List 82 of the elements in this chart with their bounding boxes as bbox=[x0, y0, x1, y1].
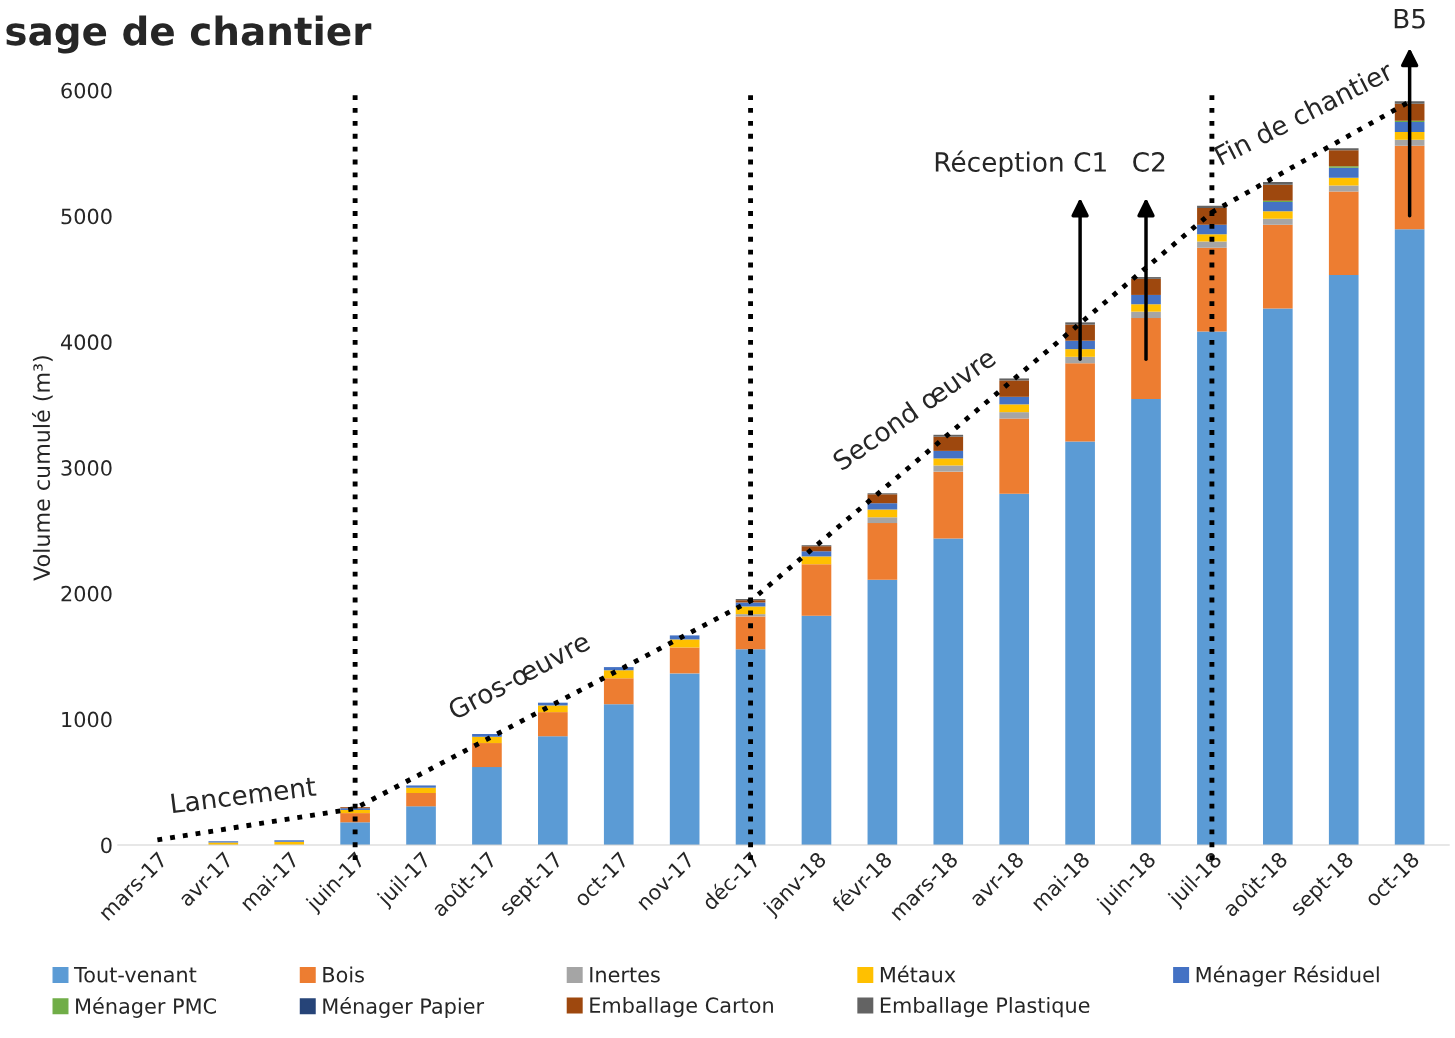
bar bbox=[1328, 150, 1359, 167]
annotation: Lancement bbox=[171, 776, 317, 814]
bar bbox=[472, 734, 502, 737]
bar bbox=[735, 649, 766, 845]
bar bbox=[801, 546, 832, 552]
bar bbox=[801, 564, 832, 616]
bar bbox=[1065, 363, 1095, 442]
bar bbox=[603, 704, 634, 845]
bar bbox=[1328, 191, 1359, 275]
y-tick-label: 6000 bbox=[61, 82, 112, 99]
bar bbox=[1262, 224, 1293, 309]
annotation: C2 bbox=[1133, 152, 1165, 172]
bar bbox=[1328, 185, 1359, 192]
bar bbox=[999, 412, 1030, 419]
bar bbox=[1328, 274, 1359, 845]
chart-title: sage de chantier bbox=[6, 15, 372, 54]
legend-label: Inertes bbox=[590, 967, 660, 983]
legend-label: Tout-venant bbox=[73, 967, 197, 983]
y-tick-label: 3000 bbox=[61, 460, 112, 476]
bar bbox=[867, 494, 898, 504]
bar bbox=[867, 517, 898, 524]
bar bbox=[999, 378, 1030, 381]
bar bbox=[933, 436, 964, 451]
bar bbox=[999, 493, 1030, 845]
legend-label: Ménager Résiduel bbox=[1196, 965, 1379, 987]
bar bbox=[999, 404, 1030, 413]
bar bbox=[406, 792, 436, 807]
bar bbox=[340, 822, 370, 845]
bar bbox=[933, 450, 964, 459]
y-tick-label: 5000 bbox=[61, 208, 112, 225]
bar bbox=[669, 673, 700, 845]
bar bbox=[1131, 318, 1161, 399]
bar bbox=[1262, 184, 1293, 201]
bar bbox=[867, 503, 898, 510]
bar bbox=[1197, 241, 1227, 248]
bar bbox=[472, 743, 502, 768]
bar bbox=[999, 418, 1030, 494]
bar bbox=[1394, 132, 1425, 140]
annotation: Réception C1 bbox=[935, 150, 1106, 178]
bar bbox=[1262, 201, 1293, 212]
bar bbox=[669, 647, 700, 674]
bar bbox=[1394, 229, 1425, 845]
legend-label: Ménager Papier bbox=[323, 996, 485, 1018]
bar bbox=[1262, 211, 1293, 219]
bar bbox=[1065, 441, 1095, 845]
bar bbox=[406, 806, 436, 845]
bar bbox=[933, 465, 964, 472]
bar bbox=[999, 380, 1030, 397]
bar bbox=[406, 787, 436, 793]
bar bbox=[867, 579, 898, 845]
bar bbox=[1328, 177, 1359, 186]
bar bbox=[735, 616, 766, 650]
bar bbox=[603, 670, 634, 679]
bar bbox=[406, 785, 436, 788]
bar bbox=[1262, 182, 1293, 185]
bar bbox=[801, 556, 832, 565]
bar bbox=[933, 538, 964, 845]
y-tick-label: 1000 bbox=[62, 711, 112, 728]
legend-label: Ménager PMC bbox=[76, 996, 216, 1018]
text: B5 bbox=[1394, 8, 1425, 29]
legend-label: Emballage Plastique bbox=[880, 996, 1090, 1018]
bar bbox=[801, 615, 832, 845]
bar bbox=[538, 736, 568, 845]
bar bbox=[933, 458, 964, 466]
bar bbox=[669, 639, 700, 648]
legend-label: Bois bbox=[323, 966, 364, 983]
bar bbox=[603, 678, 634, 705]
y-tick-label: 2000 bbox=[61, 585, 112, 602]
bar bbox=[1131, 398, 1161, 845]
bar bbox=[1328, 167, 1359, 178]
bar bbox=[472, 767, 502, 845]
bar bbox=[867, 523, 898, 580]
bar bbox=[340, 813, 370, 823]
legend-label: Emballage Carton bbox=[590, 996, 773, 1018]
legend-label: Métaux bbox=[880, 965, 956, 983]
y-axis-title: Volume cumulé (m³) bbox=[32, 356, 53, 581]
bar bbox=[1262, 218, 1293, 225]
y-tick-label: 4000 bbox=[60, 334, 112, 351]
bar bbox=[1197, 247, 1227, 332]
bar bbox=[1262, 308, 1293, 845]
bar bbox=[999, 396, 1030, 405]
bar bbox=[933, 471, 964, 539]
